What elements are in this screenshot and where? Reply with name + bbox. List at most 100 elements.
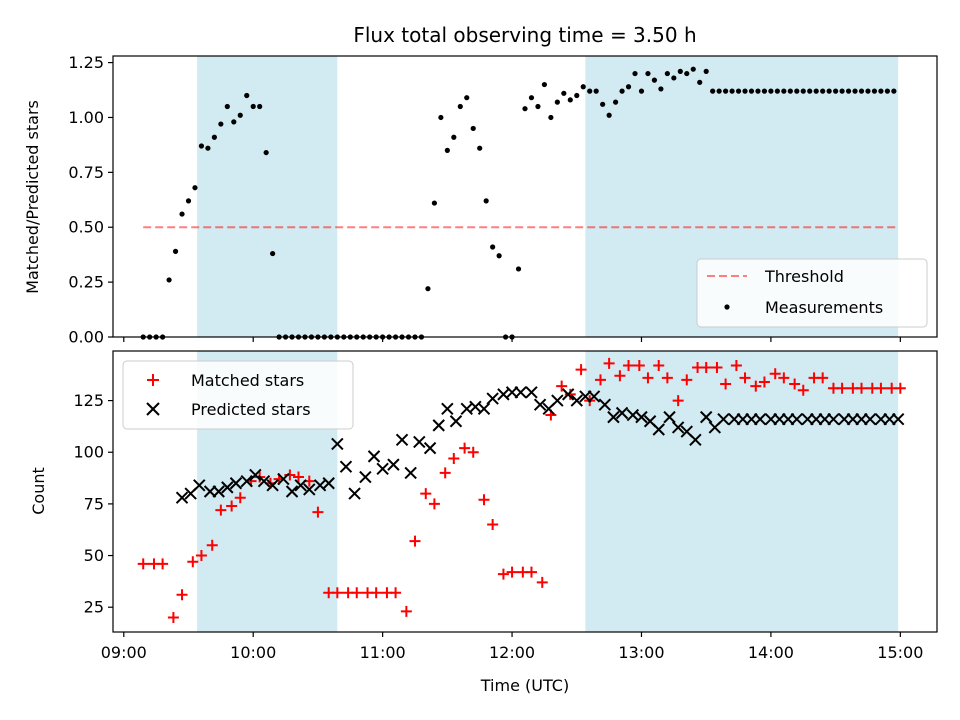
matched-star-point bbox=[487, 519, 499, 531]
matched-star-point bbox=[176, 589, 188, 601]
predicted-star-point bbox=[587, 390, 601, 403]
predicted-star-point bbox=[249, 468, 262, 482]
predicted-star-point bbox=[652, 423, 665, 436]
matched-star-point bbox=[778, 372, 790, 384]
matched-star-point bbox=[206, 539, 218, 551]
measurement-point bbox=[263, 149, 269, 156]
predicted-star-point bbox=[240, 474, 253, 488]
measurement-point bbox=[671, 75, 677, 81]
predicted-star-point bbox=[277, 472, 290, 486]
predicted-star-point bbox=[376, 462, 389, 475]
x-axis-label: Time (UTC) bbox=[480, 676, 569, 695]
predicted-star-point bbox=[322, 477, 335, 490]
predicted-star-point bbox=[663, 410, 676, 424]
y-tick-label: 100 bbox=[73, 443, 104, 462]
matched-star-point bbox=[420, 488, 432, 500]
predicted-star-point bbox=[294, 479, 307, 492]
shaded-band bbox=[197, 56, 338, 337]
predicted-star-point bbox=[221, 481, 234, 494]
measurement-point bbox=[257, 103, 263, 110]
matched-star-point bbox=[720, 378, 732, 390]
matched-star-point bbox=[448, 452, 460, 464]
predicted-star-point bbox=[635, 410, 648, 424]
matched-star-point bbox=[390, 587, 402, 599]
matched-star-point bbox=[215, 504, 227, 516]
measurement-point bbox=[625, 84, 632, 90]
measurement-point bbox=[496, 253, 502, 259]
matched-star-point bbox=[594, 374, 606, 386]
measurement-point bbox=[580, 84, 586, 90]
matched-star-point bbox=[428, 498, 440, 510]
bottom-y-axis: 25 50 75 100 125 bbox=[73, 391, 113, 617]
legend-predicted-label: Predicted stars bbox=[191, 400, 311, 419]
matched-star-point bbox=[633, 359, 645, 371]
measurement-point bbox=[871, 88, 878, 94]
predicted-star-point bbox=[193, 479, 206, 492]
matched-star-point bbox=[497, 568, 509, 580]
measurement-point bbox=[483, 198, 489, 204]
legend-matched-swatch bbox=[147, 374, 159, 386]
matched-star-point bbox=[739, 372, 751, 384]
measurement-point bbox=[606, 112, 612, 118]
predicted-star-point bbox=[367, 450, 381, 463]
predicted-star-point bbox=[551, 394, 564, 407]
predicted-star-point bbox=[717, 412, 730, 426]
measurement-point bbox=[884, 88, 890, 94]
bottom-panel: 25 50 75 100 125 09:00 10:00 11:00 12:00 13:00 14… bbox=[29, 350, 938, 695]
measurement-point bbox=[457, 103, 463, 110]
bottom-x-axis: 09:00 10:00 11:00 12:00 13:00 14:00 15:00 bbox=[101, 632, 923, 662]
measurement-point bbox=[651, 77, 658, 83]
matched-star-point bbox=[351, 587, 363, 599]
measurement-point bbox=[464, 95, 470, 101]
matched-star-point bbox=[525, 566, 537, 578]
matched-star-point bbox=[817, 372, 829, 384]
predicted-star-point bbox=[285, 485, 299, 498]
measurement-point bbox=[185, 198, 192, 204]
y-tick-label: 0.00 bbox=[68, 328, 104, 347]
matched-star-point bbox=[331, 587, 343, 599]
matched-star-point bbox=[730, 359, 742, 371]
predicted-star-point bbox=[891, 412, 905, 426]
matched-star-point bbox=[564, 388, 576, 400]
top-plot-frame bbox=[112, 55, 938, 338]
shaded-band bbox=[585, 351, 899, 632]
matched-star-point bbox=[797, 384, 809, 396]
measurement-point bbox=[490, 244, 496, 250]
matched-star-point bbox=[312, 506, 324, 518]
measurement-point bbox=[638, 88, 645, 94]
matched-star-point bbox=[614, 370, 626, 382]
measurement-point bbox=[172, 248, 179, 254]
predicted-star-point bbox=[486, 392, 499, 405]
measurement-point bbox=[839, 88, 845, 94]
measurement-point bbox=[600, 101, 606, 107]
predicted-star-point bbox=[514, 386, 527, 399]
measurement-point bbox=[755, 88, 761, 94]
x-tick-label: 15:00 bbox=[877, 643, 923, 662]
measurement-point bbox=[270, 250, 276, 257]
predicted-star-point bbox=[615, 406, 629, 420]
measurement-point bbox=[561, 90, 567, 96]
measurement-point bbox=[807, 88, 813, 94]
predicted-star-point bbox=[387, 458, 400, 471]
predicted-star-point bbox=[441, 402, 454, 416]
matched-star-point bbox=[642, 372, 654, 384]
bottom-series bbox=[137, 357, 906, 624]
matched-star-point bbox=[661, 372, 673, 384]
predicted-star-point bbox=[533, 398, 547, 411]
measurement-point bbox=[554, 99, 560, 105]
measurement-point bbox=[574, 92, 580, 99]
matched-star-point bbox=[409, 535, 421, 547]
top-legend: Threshold Measurements bbox=[696, 258, 928, 328]
measurement-point bbox=[729, 88, 735, 94]
predicted-star-point bbox=[598, 398, 612, 411]
measurement-point bbox=[774, 88, 780, 94]
measurement-point bbox=[515, 266, 522, 272]
matched-star-point bbox=[711, 362, 723, 374]
predicted-star-point bbox=[689, 433, 702, 447]
top-y-axis: 0.00 0.25 0.50 0.75 1.00 1.25 bbox=[68, 53, 113, 347]
predicted-star-point bbox=[266, 479, 279, 492]
matched-star-point bbox=[769, 368, 781, 380]
measurement-point bbox=[593, 88, 599, 94]
predicted-star-point bbox=[348, 487, 361, 500]
predicted-star-point bbox=[449, 415, 463, 428]
